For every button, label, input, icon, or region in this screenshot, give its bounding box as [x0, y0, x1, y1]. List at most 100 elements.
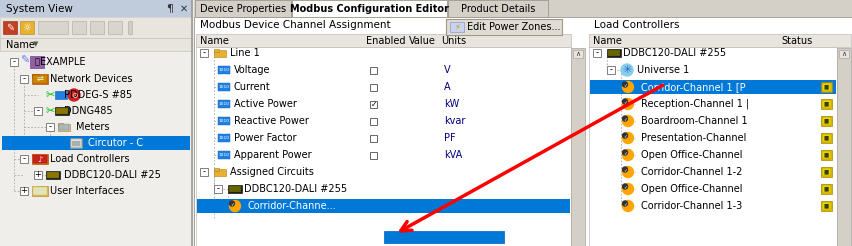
Bar: [90, 21, 104, 34]
Circle shape: [622, 116, 627, 121]
Bar: [228, 186, 241, 192]
Bar: [820, 82, 831, 92]
Text: ✂: ✂: [46, 90, 55, 100]
Text: -: -: [22, 74, 26, 83]
Text: ✓: ✓: [622, 116, 626, 121]
Bar: [193, 17, 852, 246]
Text: -: -: [216, 184, 219, 193]
Text: V: V: [444, 65, 450, 75]
Bar: [55, 91, 67, 99]
Text: Device Properties: Device Properties: [199, 3, 285, 14]
Bar: [592, 49, 601, 57]
Bar: [383, 231, 504, 243]
Text: Name: Name: [6, 40, 35, 49]
Text: ✂: ✂: [46, 106, 55, 116]
Text: kvar: kvar: [444, 116, 465, 126]
Bar: [227, 185, 242, 193]
Text: 1010: 1010: [218, 85, 229, 89]
Bar: [214, 168, 219, 170]
Text: ¶: ¶: [166, 3, 173, 14]
Text: ✓: ✓: [622, 99, 626, 104]
Bar: [46, 123, 54, 131]
Text: 1010: 1010: [218, 136, 229, 140]
Text: Power Factor: Power Factor: [233, 133, 296, 143]
Bar: [20, 75, 28, 83]
Text: ■: ■: [823, 84, 828, 90]
Text: Edit Power Zones...: Edit Power Zones...: [466, 22, 560, 32]
Bar: [820, 184, 831, 194]
Text: Presentation-Channel: Presentation-Channel: [640, 133, 746, 143]
Text: -: -: [609, 65, 612, 74]
Text: Assigned Circuits: Assigned Circuits: [230, 167, 314, 177]
Text: Corridor-Channel 1 [P: Corridor-Channel 1 [P: [640, 82, 745, 92]
Text: User Interfaces: User Interfaces: [50, 186, 124, 196]
Bar: [193, 0, 852, 17]
Circle shape: [622, 201, 627, 206]
Bar: [33, 187, 47, 195]
Bar: [218, 83, 230, 91]
Circle shape: [229, 201, 234, 206]
Bar: [370, 83, 377, 91]
Bar: [0, 0, 192, 246]
Bar: [59, 124, 69, 130]
Bar: [218, 66, 230, 74]
Text: Reactive Power: Reactive Power: [233, 116, 308, 126]
Text: ♪: ♪: [37, 154, 43, 164]
Bar: [821, 100, 830, 108]
Circle shape: [68, 89, 80, 101]
Circle shape: [622, 167, 633, 178]
Bar: [607, 50, 619, 56]
Bar: [370, 135, 377, 141]
Text: +: +: [35, 170, 42, 179]
Bar: [128, 21, 132, 34]
Text: -: -: [13, 57, 15, 66]
Text: DDNG485: DDNG485: [64, 106, 112, 116]
Text: Line 1: Line 1: [230, 48, 260, 58]
Bar: [820, 150, 831, 160]
Text: Value: Value: [408, 35, 435, 46]
Text: DDBC120-DALI #255: DDBC120-DALI #255: [244, 184, 347, 194]
Bar: [32, 74, 48, 84]
Text: ■: ■: [823, 203, 828, 209]
Bar: [3, 21, 17, 34]
Circle shape: [622, 150, 627, 155]
Bar: [2, 136, 190, 150]
Text: ✓: ✓: [622, 133, 626, 138]
Text: ■: ■: [823, 186, 828, 191]
Bar: [218, 134, 230, 142]
Bar: [32, 186, 48, 196]
Bar: [218, 100, 230, 108]
Text: Current: Current: [233, 82, 270, 92]
Bar: [199, 168, 208, 176]
Text: Product Details: Product Details: [460, 3, 534, 14]
Text: PF: PF: [444, 133, 455, 143]
Text: ☼: ☼: [23, 22, 32, 32]
Bar: [33, 75, 47, 83]
Circle shape: [622, 133, 633, 143]
Bar: [218, 151, 230, 159]
Circle shape: [622, 184, 633, 195]
Text: EXAMPLE: EXAMPLE: [40, 57, 85, 67]
Bar: [820, 116, 831, 126]
Bar: [607, 49, 620, 57]
Circle shape: [622, 200, 633, 212]
Bar: [447, 0, 547, 17]
Text: ■: ■: [823, 102, 828, 107]
Bar: [820, 201, 831, 211]
Bar: [20, 155, 28, 163]
Bar: [58, 123, 63, 125]
Bar: [46, 171, 60, 179]
Text: -: -: [37, 106, 39, 115]
Bar: [370, 152, 377, 158]
Circle shape: [622, 98, 633, 109]
Text: Open Office-Channel: Open Office-Channel: [640, 184, 741, 194]
Text: 💡: 💡: [34, 58, 39, 66]
Text: Active Power: Active Power: [233, 99, 296, 109]
Text: ✕: ✕: [180, 3, 188, 14]
Text: Status: Status: [780, 35, 811, 46]
Text: Modbus Device Channel Assignment: Modbus Device Channel Assignment: [199, 20, 390, 30]
Text: ⊙: ⊙: [71, 91, 77, 99]
Bar: [34, 171, 42, 179]
Text: ✎: ✎: [20, 56, 29, 66]
Text: DDBC120-DALI #255: DDBC120-DALI #255: [622, 48, 725, 58]
